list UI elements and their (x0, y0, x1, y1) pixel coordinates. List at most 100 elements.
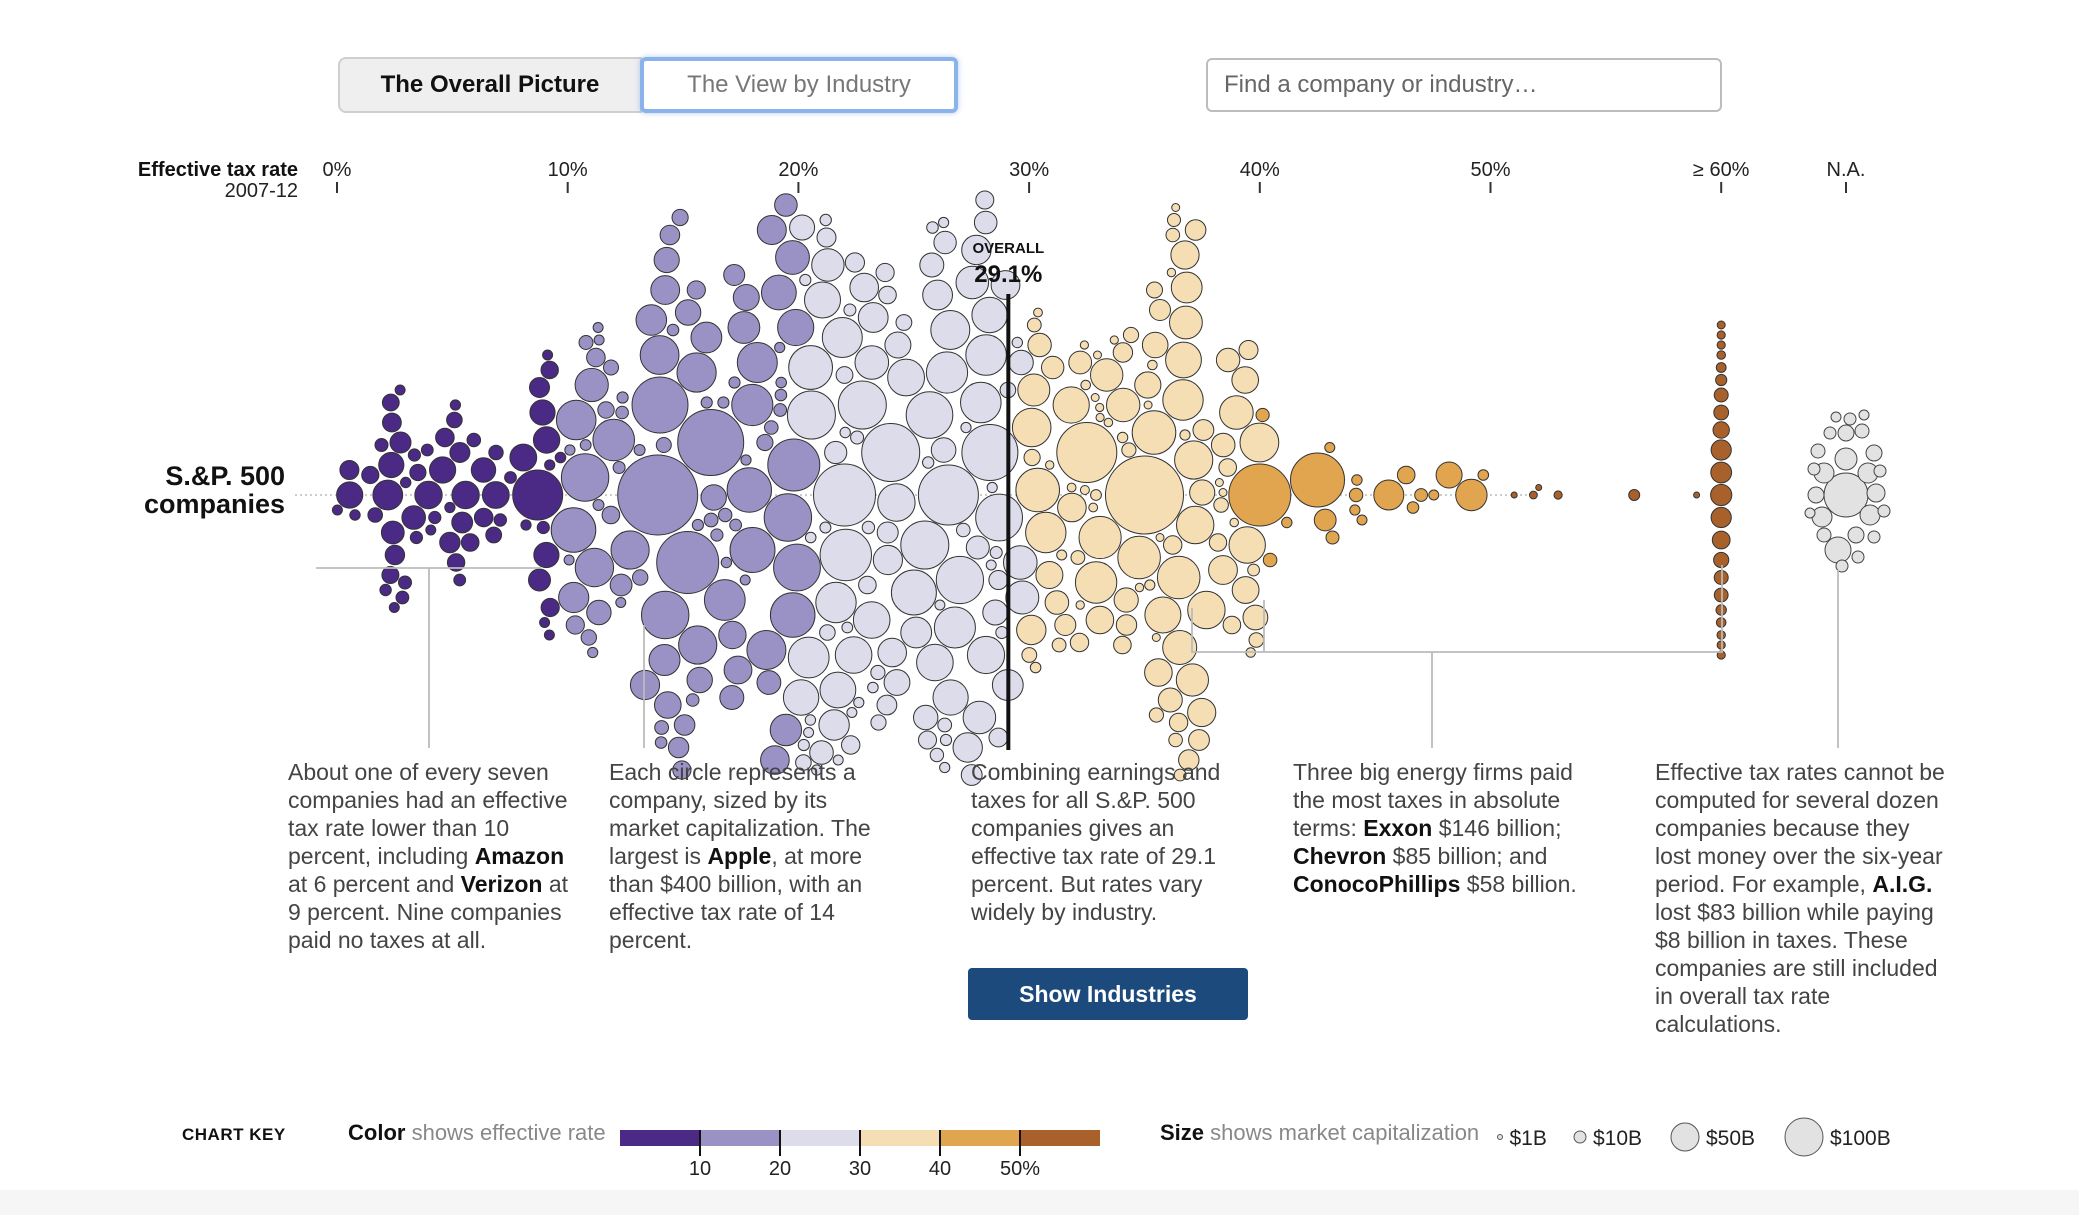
company-bubble (504, 471, 517, 484)
company-bubble (884, 331, 912, 359)
company-bubble (593, 334, 605, 346)
company-bubble (414, 480, 443, 510)
na-company-bubble (1830, 411, 1842, 423)
show-industries-button[interactable]: Show Industries (968, 968, 1248, 1020)
company-bubble (1428, 489, 1440, 501)
company-bubble (877, 637, 908, 668)
company-bubble (1248, 632, 1265, 648)
company-bubble (1231, 366, 1259, 394)
company-bubble (726, 467, 772, 513)
company-bubble (933, 606, 976, 649)
company-bubble (804, 281, 841, 319)
company-bubble (777, 308, 815, 347)
annotation-low-rate: About one of every seven companies had a… (288, 758, 578, 954)
color-key-tick-label: 10 (689, 1158, 711, 1180)
company-bubble (1396, 465, 1416, 485)
company-bubble (641, 590, 690, 640)
annotation-highlight: Amazon (474, 843, 565, 869)
company-bubble (1455, 478, 1488, 512)
company-bubble (1222, 615, 1242, 635)
company-bubble (603, 359, 619, 376)
annotation-text: $85 billion; and (1386, 843, 1548, 869)
company-bubble (861, 520, 876, 535)
company-bubble (633, 444, 646, 456)
search-input[interactable] (1206, 58, 1722, 112)
company-bubble (1349, 504, 1361, 516)
company-bubble (446, 411, 463, 429)
company-bubble (917, 464, 979, 526)
color-key-label: Color shows effective rate (348, 1120, 606, 1146)
company-bubble (717, 396, 730, 409)
company-bubble (1213, 497, 1229, 513)
company-bubble (653, 246, 680, 274)
company-bubble (819, 624, 836, 641)
annotation-text: , at more than $400 billion, with an eff… (609, 843, 863, 953)
company-bubble (674, 299, 702, 326)
company-bubble (883, 669, 911, 696)
company-bubble (854, 345, 890, 380)
company-bubble (1033, 307, 1043, 318)
company-bubble (1170, 271, 1203, 304)
company-bubble (857, 302, 889, 333)
company-bubble (756, 670, 782, 695)
x-tick-label: 40% (1240, 159, 1280, 181)
leader-bracket-energy (1191, 565, 1723, 653)
company-bubble (389, 431, 412, 454)
company-bubble (1066, 482, 1077, 493)
axis-title: Effective tax rate (138, 159, 298, 181)
company-bubble (1715, 362, 1727, 373)
company-bubble (532, 426, 561, 454)
na-company-bubble (1835, 559, 1849, 573)
company-bubble (453, 573, 467, 587)
company-bubble (1025, 511, 1067, 554)
chart-key-title: CHART KEY (182, 1125, 286, 1144)
company-bubble (729, 527, 776, 573)
company-bubble (536, 520, 550, 535)
company-bubble (1710, 506, 1732, 529)
company-bubble (821, 317, 863, 358)
company-bubble (425, 524, 437, 536)
company-bubble (1011, 336, 1023, 349)
company-bubble (1188, 729, 1210, 751)
company-bubble (1011, 407, 1052, 448)
company-bubble (398, 575, 412, 590)
company-bubble (729, 518, 742, 532)
company-bubble (1057, 492, 1087, 523)
company-bubble (460, 533, 480, 552)
company-bubble (666, 323, 680, 337)
company-bubble (435, 427, 455, 448)
company-bubble (528, 568, 551, 592)
company-bubble (900, 520, 950, 570)
company-bubble (835, 366, 854, 384)
company-bubble (635, 304, 668, 336)
na-company-bubble (1859, 504, 1881, 526)
company-bubble (832, 754, 844, 766)
tab-view-by-industry[interactable]: The View by Industry (640, 57, 958, 113)
color-key-swatch (940, 1130, 1020, 1146)
company-bubble (905, 391, 954, 439)
company-bubble (488, 444, 504, 461)
company-bubble (1716, 320, 1726, 330)
company-bubble (876, 694, 898, 716)
company-bubble (819, 528, 872, 582)
company-bubble (824, 440, 848, 465)
company-bubble (876, 521, 899, 544)
annotation-not-available: Effective tax rates cannot be computed f… (1655, 758, 1945, 1038)
na-company-bubble (1847, 526, 1865, 544)
tab-overall-picture[interactable]: The Overall Picture (338, 57, 642, 113)
company-bubble (955, 265, 990, 300)
company-bubble (533, 541, 560, 569)
axis-subtitle: 2007-12 (225, 180, 298, 202)
na-company-bubble (1867, 530, 1881, 544)
company-bubble (1068, 350, 1093, 375)
company-bubble (451, 511, 474, 534)
company-bubble (773, 403, 788, 417)
company-bubble (764, 420, 779, 435)
row-label: S.&P. 500 (165, 461, 285, 491)
company-bubble (861, 423, 921, 482)
company-bubble (1075, 600, 1085, 610)
company-bubble (1710, 439, 1732, 461)
company-bubble (938, 216, 950, 229)
company-bubble (1109, 335, 1119, 345)
company-bubble (934, 599, 946, 611)
